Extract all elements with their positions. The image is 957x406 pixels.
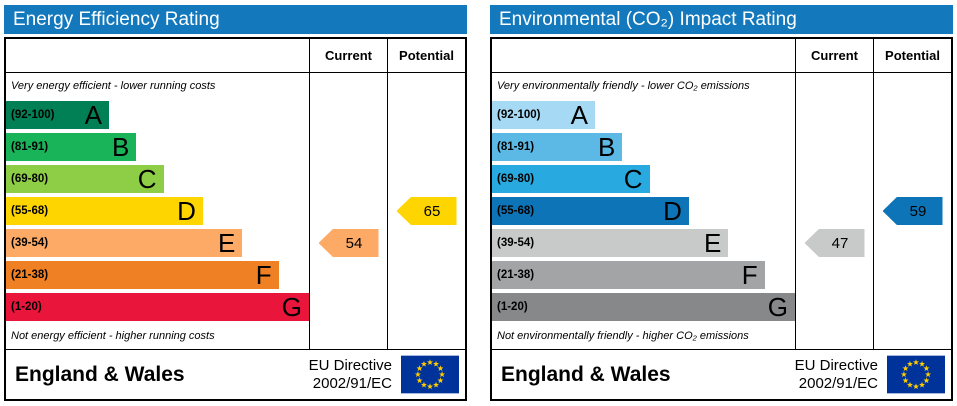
band-letter: G [767,292,788,322]
epc-chart-environmental-impact: Environmental (CO₂) Impact Rating Curren… [490,5,953,401]
eu-directive-label: EU Directive 2002/91/EC [794,357,878,392]
band-area: Very environmentally friendly - lower CO… [492,73,795,349]
band-row-C: (69-80) C [6,163,309,195]
band-bar-F: (21-38) F [6,261,279,289]
band-range: (55-68) [11,205,49,217]
band-bar-C: (69-80) C [492,165,650,193]
chart-title: Energy Efficiency Rating [13,8,220,30]
eu-flag-icon [887,355,945,394]
header-spacer [6,39,309,72]
band-letter: B [111,132,130,162]
band-row-F: (21-38) F [492,259,795,291]
band-bar-C: (69-80) C [6,165,164,193]
band-range: (39-54) [497,237,535,249]
band-letter: E [217,228,236,258]
band-row-B: (81-91) B [492,131,795,163]
band-row-G: (1-20) G [492,291,795,323]
band-range: (69-80) [11,173,49,185]
band-letter: A [84,100,103,130]
header-spacer [492,39,795,72]
band-range: (55-68) [497,205,535,217]
chart-title-bar: Energy Efficiency Rating [4,5,467,34]
region-label: England & Wales [501,362,671,386]
band-letter: A [570,100,589,130]
band-letter: D [663,196,682,226]
band-range: (81-91) [11,141,49,153]
band-bar-B: (81-91) B [6,132,137,162]
top-note: Very environmentally friendly - lower CO… [497,80,750,92]
band-area: Very energy efficient - lower running co… [6,73,309,349]
band-row-G: (1-20) G [6,291,309,323]
band-range: (81-91) [497,141,535,153]
bands: (92-100) A (81-91) B (69-80) C (55-68) D (39-54)… [6,99,309,323]
rating-table: Current Potential Very environmentally f… [490,37,953,401]
potential-column-header: Potential [873,39,951,72]
band-bar-E: (39-54) E [492,228,729,258]
band-row-E: (39-54) E [6,227,309,259]
region-label: England & Wales [15,362,185,386]
band-letter: B [597,132,616,162]
band-letter: E [703,228,722,258]
band-letter: C [623,164,643,194]
band-range: (21-38) [11,269,49,281]
band-bar-D: (55-68) D [492,197,689,225]
potential-rating-arrow: 59 [882,197,943,225]
bottom-note: Not energy efficient - higher running co… [11,330,215,342]
current-column-header: Current [795,39,873,72]
current-rating-arrow: 54 [318,229,379,257]
potential-column: 65 [387,73,465,349]
band-bar-B: (81-91) B [492,132,623,162]
band-range: (39-54) [11,237,49,249]
bottom-note: Not environmentally friendly - higher CO… [497,330,749,342]
column-header-row: Current Potential [492,39,951,73]
band-bar-G: (1-20) G [6,293,309,321]
chart-footer: England & Wales EU Directive 2002/91/EC [6,349,465,399]
band-bar-A: (92-100) A [6,100,110,130]
rating-table: Current Potential Very energy efficient … [4,37,467,401]
band-row-D: (55-68) D [492,195,795,227]
band-bar-F: (21-38) F [492,261,765,289]
band-row-B: (81-91) B [6,131,309,163]
current-column: 47 [795,73,873,349]
band-letter: G [281,292,302,322]
band-row-E: (39-54) E [492,227,795,259]
band-range: (21-38) [497,269,535,281]
band-range: (92-100) [497,109,541,121]
chart-body: Very environmentally friendly - lower CO… [492,73,951,349]
bands: (92-100) A (81-91) B (69-80) C (55-68) D (39-54)… [492,99,795,323]
current-rating-arrow: 47 [804,229,865,257]
band-bar-E: (39-54) E [6,228,243,258]
chart-title-bar: Environmental (CO₂) Impact Rating [490,5,953,34]
band-range: (92-100) [11,109,55,121]
chart-footer: England & Wales EU Directive 2002/91/EC [492,349,951,399]
band-row-D: (55-68) D [6,195,309,227]
band-letter: F [741,260,758,290]
band-letter: C [137,164,157,194]
band-range: (1-20) [11,301,42,313]
band-bar-A: (92-100) A [492,100,596,130]
epc-chart-energy-efficiency: Energy Efficiency Rating Current Potenti… [4,5,467,401]
band-range: (1-20) [497,301,528,313]
current-column: 54 [309,73,387,349]
band-row-F: (21-38) F [6,259,309,291]
eu-directive-label: EU Directive 2002/91/EC [308,357,392,392]
band-letter: F [255,260,272,290]
eu-flag-icon [401,355,459,394]
chart-title: Environmental (CO₂) Impact Rating [499,8,797,30]
band-range: (69-80) [497,173,535,185]
potential-column: 59 [873,73,951,349]
current-column-header: Current [309,39,387,72]
potential-column-header: Potential [387,39,465,72]
band-row-A: (92-100) A [6,99,309,131]
band-row-C: (69-80) C [492,163,795,195]
band-bar-D: (55-68) D [6,197,203,225]
band-bar-G: (1-20) G [492,293,795,321]
top-note: Very energy efficient - lower running co… [11,80,216,92]
chart-body: Very energy efficient - lower running co… [6,73,465,349]
band-letter: D [177,196,196,226]
column-header-row: Current Potential [6,39,465,73]
band-row-A: (92-100) A [492,99,795,131]
potential-rating-arrow: 65 [396,197,457,225]
